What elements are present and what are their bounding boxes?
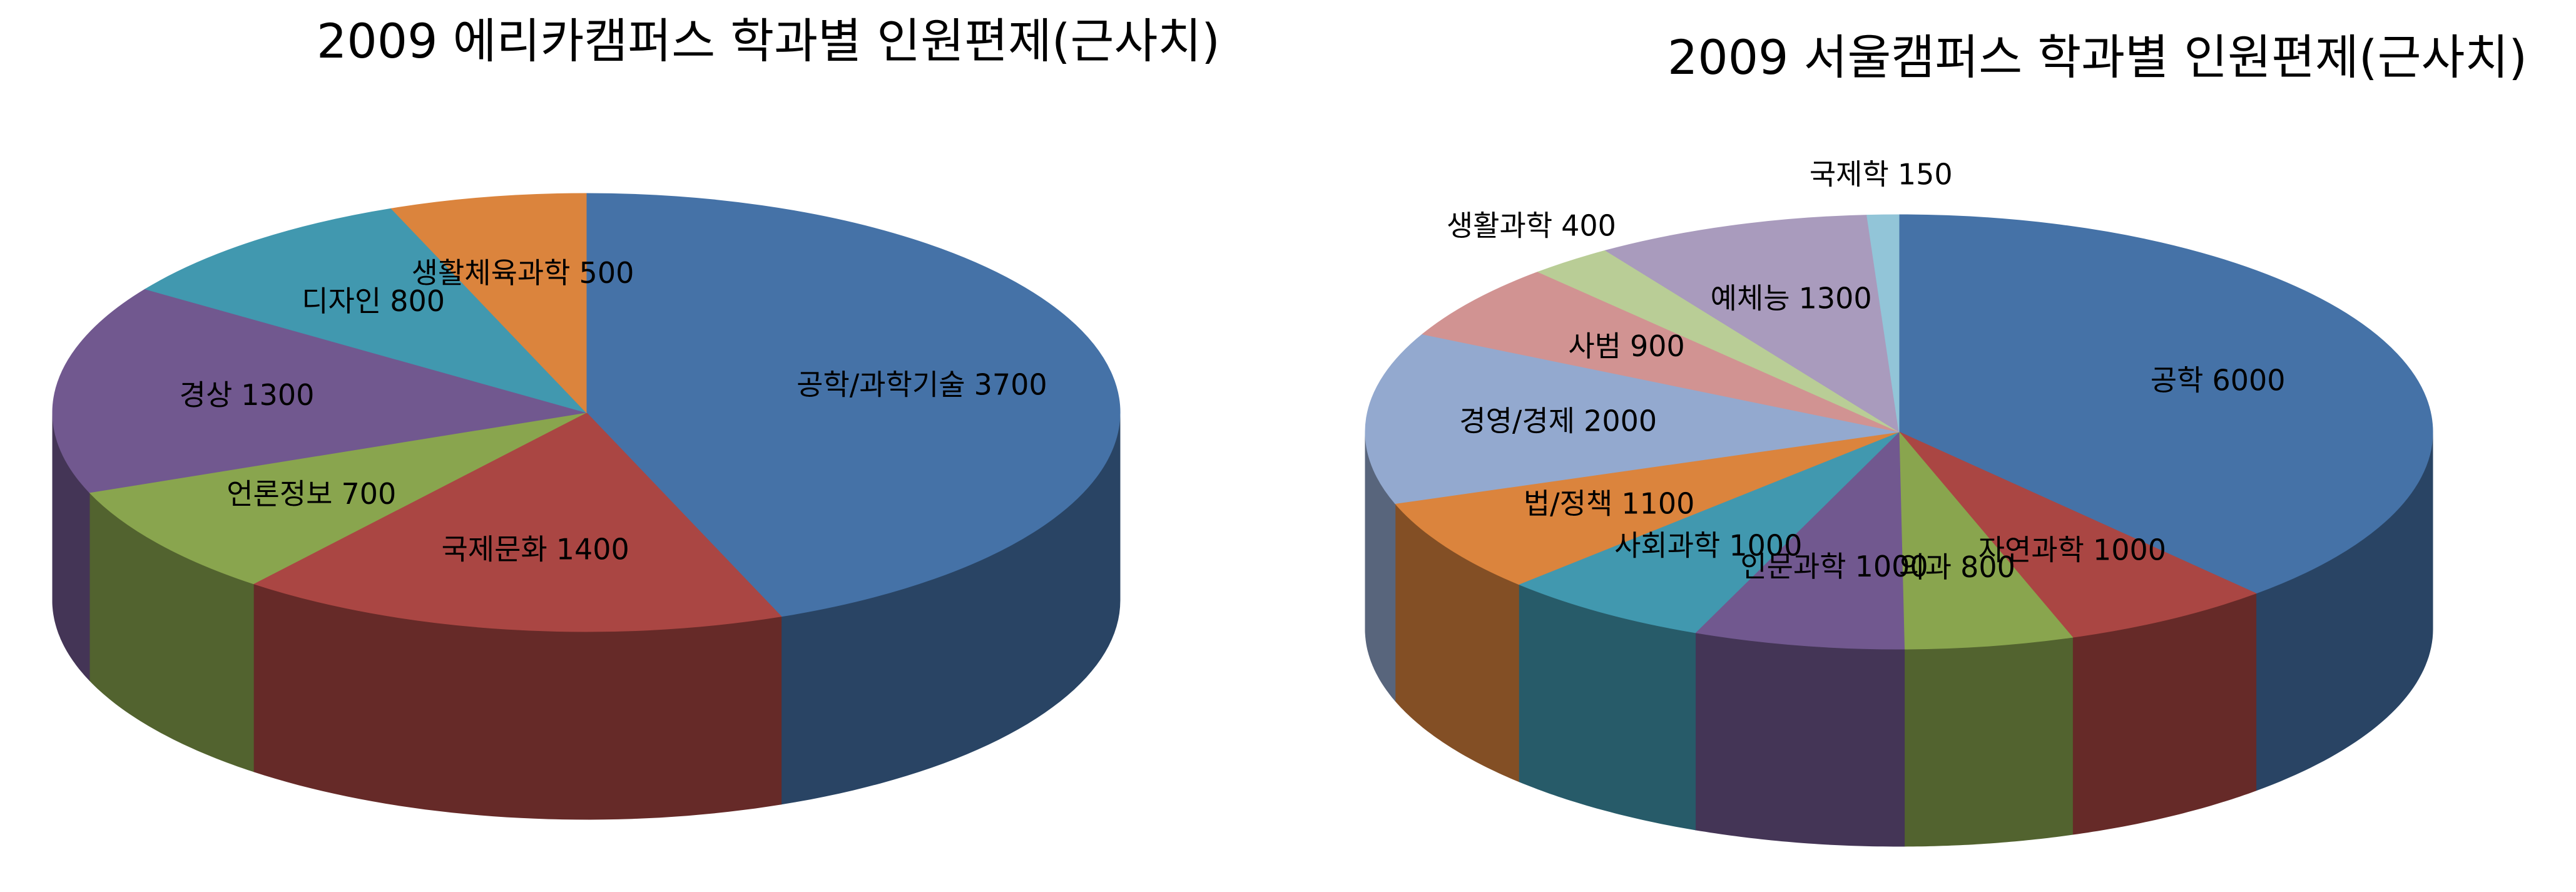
- slice: [52, 289, 587, 493]
- slice: [252, 412, 782, 632]
- slice: [390, 193, 587, 414]
- slice-tops: [1365, 214, 2433, 650]
- data-label: 언론정보 700: [227, 477, 396, 511]
- slice: [1866, 214, 1900, 433]
- data-label: 법/정책 1100: [1524, 486, 1695, 520]
- data-label: 사회과학 1000: [1614, 528, 1802, 562]
- slice: [1898, 431, 2257, 638]
- slice: [1604, 215, 1900, 433]
- category-label: 자연과학: [1978, 533, 2084, 566]
- chart-title: 2009 서울캠퍼스 학과별 인원편제(근사치): [1667, 29, 2527, 85]
- slice: [1422, 271, 1900, 433]
- slice-side: [1695, 632, 1905, 847]
- slice: [1365, 334, 1900, 505]
- value-label: 6000: [2212, 363, 2285, 397]
- category-label: 법/정책: [1524, 486, 1612, 520]
- category-label: 생활체육과학: [412, 255, 571, 289]
- value-label: 1400: [556, 532, 629, 566]
- data-label: 생활과학 400: [1447, 208, 1616, 242]
- data-label: 인문과학 1000: [1740, 550, 1928, 583]
- category-label: 사회과학: [1614, 528, 1720, 562]
- value-label: 400: [1561, 208, 1616, 242]
- data-label: 예체능 1300: [1711, 281, 1872, 315]
- value-label: 500: [579, 255, 634, 289]
- slice: [1517, 431, 1900, 633]
- value-label: 700: [341, 477, 396, 511]
- slice-side: [1904, 637, 2073, 847]
- category-label: 생활과학: [1447, 208, 1552, 242]
- slice: [1694, 431, 1905, 650]
- slice: [88, 412, 587, 585]
- slice-labels: 공학/과학기술 3700 국제문화 1400 언론정보 700 경상 1300 디자인 800생활…: [180, 255, 1047, 566]
- value-label: 1300: [1799, 281, 1872, 315]
- data-label: 공학/과학기술 3700: [797, 367, 1047, 401]
- slice: [586, 193, 1121, 617]
- data-label: 사범 900: [1568, 329, 1684, 363]
- category-label: 경영/경제: [1459, 404, 1575, 438]
- value-label: 900: [1630, 329, 1685, 363]
- category-label: 공학: [2151, 363, 2204, 397]
- value-label: 1000: [1855, 550, 1928, 583]
- category-label: 인문과학: [1740, 550, 1846, 583]
- value-label: 800: [390, 284, 445, 317]
- category-label: 디자인: [302, 284, 381, 317]
- value-label: 1000: [2093, 533, 2166, 566]
- data-label: 공학 6000: [2151, 363, 2286, 397]
- value-label: 150: [1898, 157, 1953, 191]
- data-label: 경영/경제 2000: [1459, 404, 1657, 438]
- value-label: 2000: [1584, 404, 1657, 438]
- slice-sides: [1365, 431, 2433, 847]
- slice-sides: [52, 412, 1121, 820]
- data-label: 국제문화 1400: [441, 532, 629, 566]
- category-label: 경상: [180, 377, 233, 411]
- data-label: 국제학 150: [1810, 157, 1953, 191]
- data-label: 경상 1300: [180, 377, 315, 411]
- data-label: 자연과학 1000: [1978, 533, 2166, 566]
- slice: [1898, 431, 2074, 650]
- value-label: 800: [1960, 550, 2015, 583]
- category-label: 공학/과학기술: [797, 367, 965, 401]
- slice-tops: [52, 193, 1121, 632]
- category-label: 의과: [1898, 550, 1952, 583]
- data-label: 디자인 800: [302, 284, 445, 317]
- slice: [1898, 214, 2433, 594]
- category-label: 사범: [1568, 329, 1621, 363]
- category-label: 국제문화: [441, 532, 547, 566]
- value-label: 1100: [1621, 486, 1694, 520]
- data-label: 의과 800: [1898, 550, 2015, 583]
- slice: [144, 208, 588, 413]
- value-label: 3700: [974, 367, 1047, 401]
- value-label: 1000: [1729, 528, 1802, 562]
- category-label: 예체능: [1711, 281, 1790, 315]
- slice: [1394, 431, 1900, 585]
- data-label: 생활체육과학 500: [412, 255, 634, 289]
- value-label: 1300: [241, 377, 314, 411]
- chart-title: 2009 에리카캠퍼스 학과별 인원편제(근사치): [317, 13, 1220, 69]
- category-label: 국제학: [1810, 157, 1889, 191]
- category-label: 언론정보: [227, 477, 332, 511]
